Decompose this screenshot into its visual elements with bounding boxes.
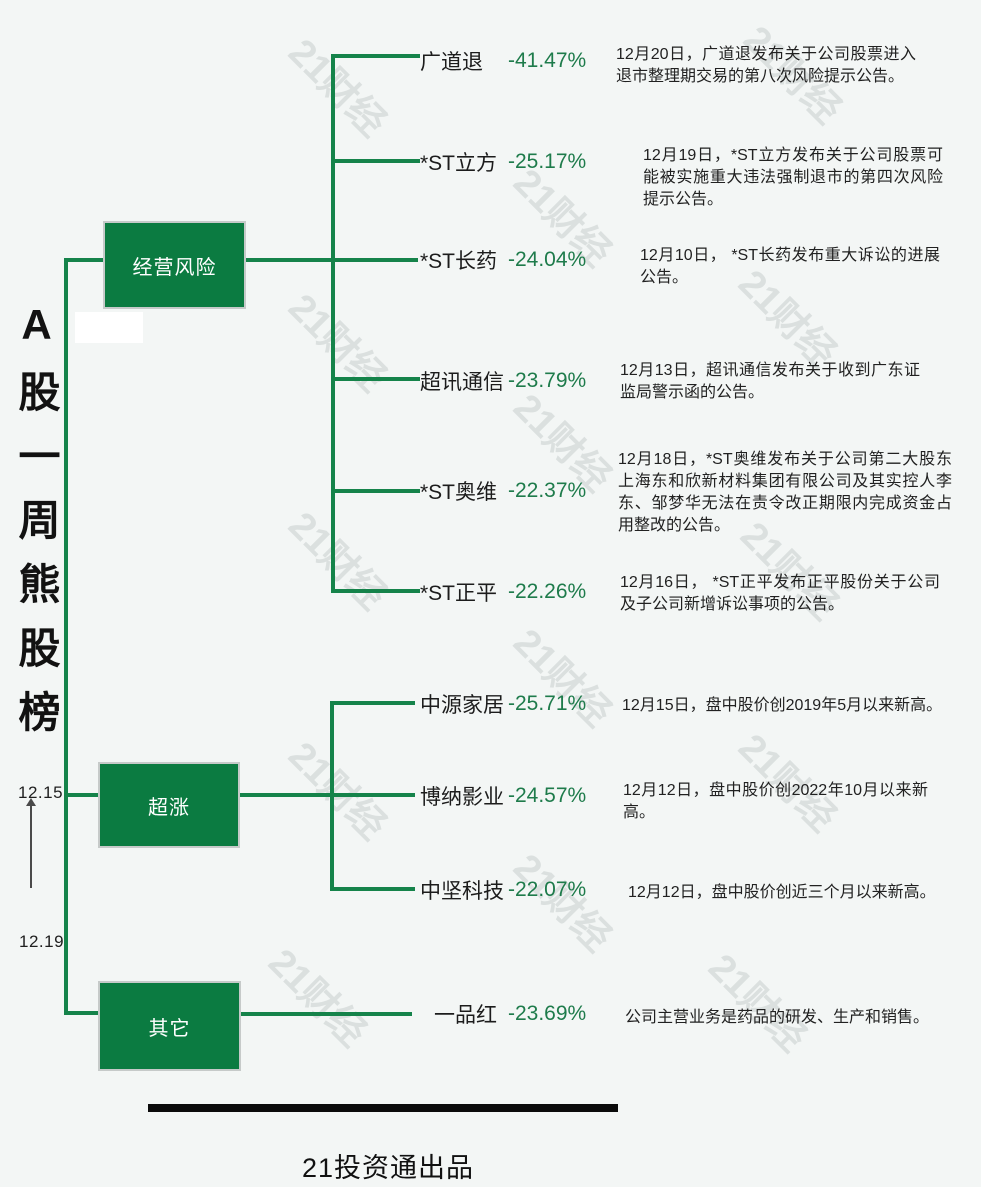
stock-percent: -23.79% <box>508 369 587 392</box>
connector-line <box>331 159 420 163</box>
watermark-text: 21财经 <box>280 286 394 400</box>
stock-name: 中坚科技 <box>420 880 504 903</box>
stock-percent: -25.17% <box>508 150 587 173</box>
connector-line <box>241 1012 412 1016</box>
stock-name: 一品红 <box>434 1004 497 1027</box>
tree-trunk-line <box>64 258 68 1015</box>
stock-row: 博纳影业 -24.57% <box>420 781 586 811</box>
stock-percent: -23.69% <box>508 1002 587 1025</box>
stock-name: 博纳影业 <box>420 786 504 809</box>
timeline-end-date: 12.19 <box>19 932 65 951</box>
footer-divider-bar <box>148 1104 618 1112</box>
footer-brand: 21投资通出品 <box>302 1153 475 1183</box>
watermark-text: 21财经 <box>700 946 814 1060</box>
branch-line-group2 <box>330 701 334 891</box>
stock-name: *ST立方 <box>420 152 498 175</box>
stock-name: *ST正平 <box>420 582 498 605</box>
stock-description: 12月19日，*ST立方发布关于公司股票可能被实施重大违法强制退市的第四次风险提… <box>643 147 943 208</box>
connector-line <box>331 589 420 593</box>
stock-description: 12月13日，超讯通信发布关于收到广东证监局警示函的公告。 <box>620 362 920 401</box>
stock-description: 12月12日，盘中股价创2022年10月以来新高。 <box>623 782 928 821</box>
timeline-start-date: 12.15 <box>18 783 64 802</box>
category-box-operating-risk: 经营风险 <box>103 221 246 309</box>
stock-percent: -22.26% <box>508 580 587 603</box>
connector-line <box>240 793 415 797</box>
stock-percent: -22.07% <box>508 878 587 901</box>
stock-description: 12月15日，盘中股价创2019年5月以来新高。 <box>622 697 943 714</box>
stock-row: 超讯通信 -23.79% <box>420 366 586 396</box>
stock-row: *ST奥维 -22.37% <box>420 476 586 506</box>
timeline-line <box>30 806 32 888</box>
stock-row: 中源家居 -25.71% <box>420 689 586 719</box>
stock-name: 超讯通信 <box>420 371 504 394</box>
stock-row: *ST长药 -24.04% <box>420 245 586 275</box>
stock-name: *ST长药 <box>420 250 498 273</box>
stock-row: *ST正平 -22.26% <box>420 577 586 607</box>
watermark-text: 21财经 <box>280 31 394 145</box>
branch-line-group1 <box>331 54 335 593</box>
white-patch <box>75 312 143 343</box>
stock-description: 12月18日，*ST奥维发布关于公司第二大股东上海东和欣新材料集团有限公司及其实… <box>618 451 952 534</box>
watermark-text: 21财经 <box>260 941 374 1055</box>
connector-line <box>331 54 420 58</box>
stock-description: 12月20日，广道退发布关于公司股票进入退市整理期交易的第八次风险提示公告。 <box>616 46 916 85</box>
category-label: 经营风险 <box>132 256 217 279</box>
stock-description: 12月16日， *ST正平发布正平股份关于公司及子公司新增诉讼事项的公告。 <box>620 574 940 613</box>
stock-description: 公司主营业务是药品的研发、生产和销售。 <box>625 1009 930 1026</box>
page-title: A股一周熊股榜 <box>13 301 60 754</box>
connector-line <box>331 489 420 493</box>
stock-name: 中源家居 <box>420 694 504 717</box>
connector-line <box>64 258 103 262</box>
category-box-overbought: 超涨 <box>98 762 240 848</box>
stock-name: 广道退 <box>420 51 483 74</box>
category-label: 其它 <box>148 1017 191 1040</box>
connector-line <box>330 701 415 705</box>
category-label: 超涨 <box>148 796 190 819</box>
stock-description: 12月10日， *ST长药发布重大诉讼的进展公告。 <box>640 247 940 286</box>
stock-row: 一品红 -23.69% <box>434 999 586 1029</box>
connector-line <box>64 793 98 797</box>
stock-percent: -24.04% <box>508 248 587 271</box>
connector-line <box>64 1011 98 1015</box>
stock-row: 广道退 -41.47% <box>420 46 586 76</box>
connector-line <box>331 377 420 381</box>
watermark-text: 21财经 <box>280 504 394 618</box>
stock-row: 中坚科技 -22.07% <box>420 875 586 905</box>
stock-percent: -41.47% <box>508 49 587 72</box>
stock-percent: -24.57% <box>508 784 587 807</box>
category-box-other: 其它 <box>98 981 241 1071</box>
connector-line <box>330 887 415 891</box>
stock-description: 12月12日，盘中股价创近三个月以来新高。 <box>628 884 936 901</box>
stock-percent: -25.71% <box>508 692 587 715</box>
stock-name: *ST奥维 <box>420 481 498 504</box>
stock-row: *ST立方 -25.17% <box>420 147 586 177</box>
timeline-up-arrow-icon <box>26 798 36 806</box>
stock-percent: -22.37% <box>508 479 587 502</box>
watermark-text: 21财经 <box>280 734 394 848</box>
